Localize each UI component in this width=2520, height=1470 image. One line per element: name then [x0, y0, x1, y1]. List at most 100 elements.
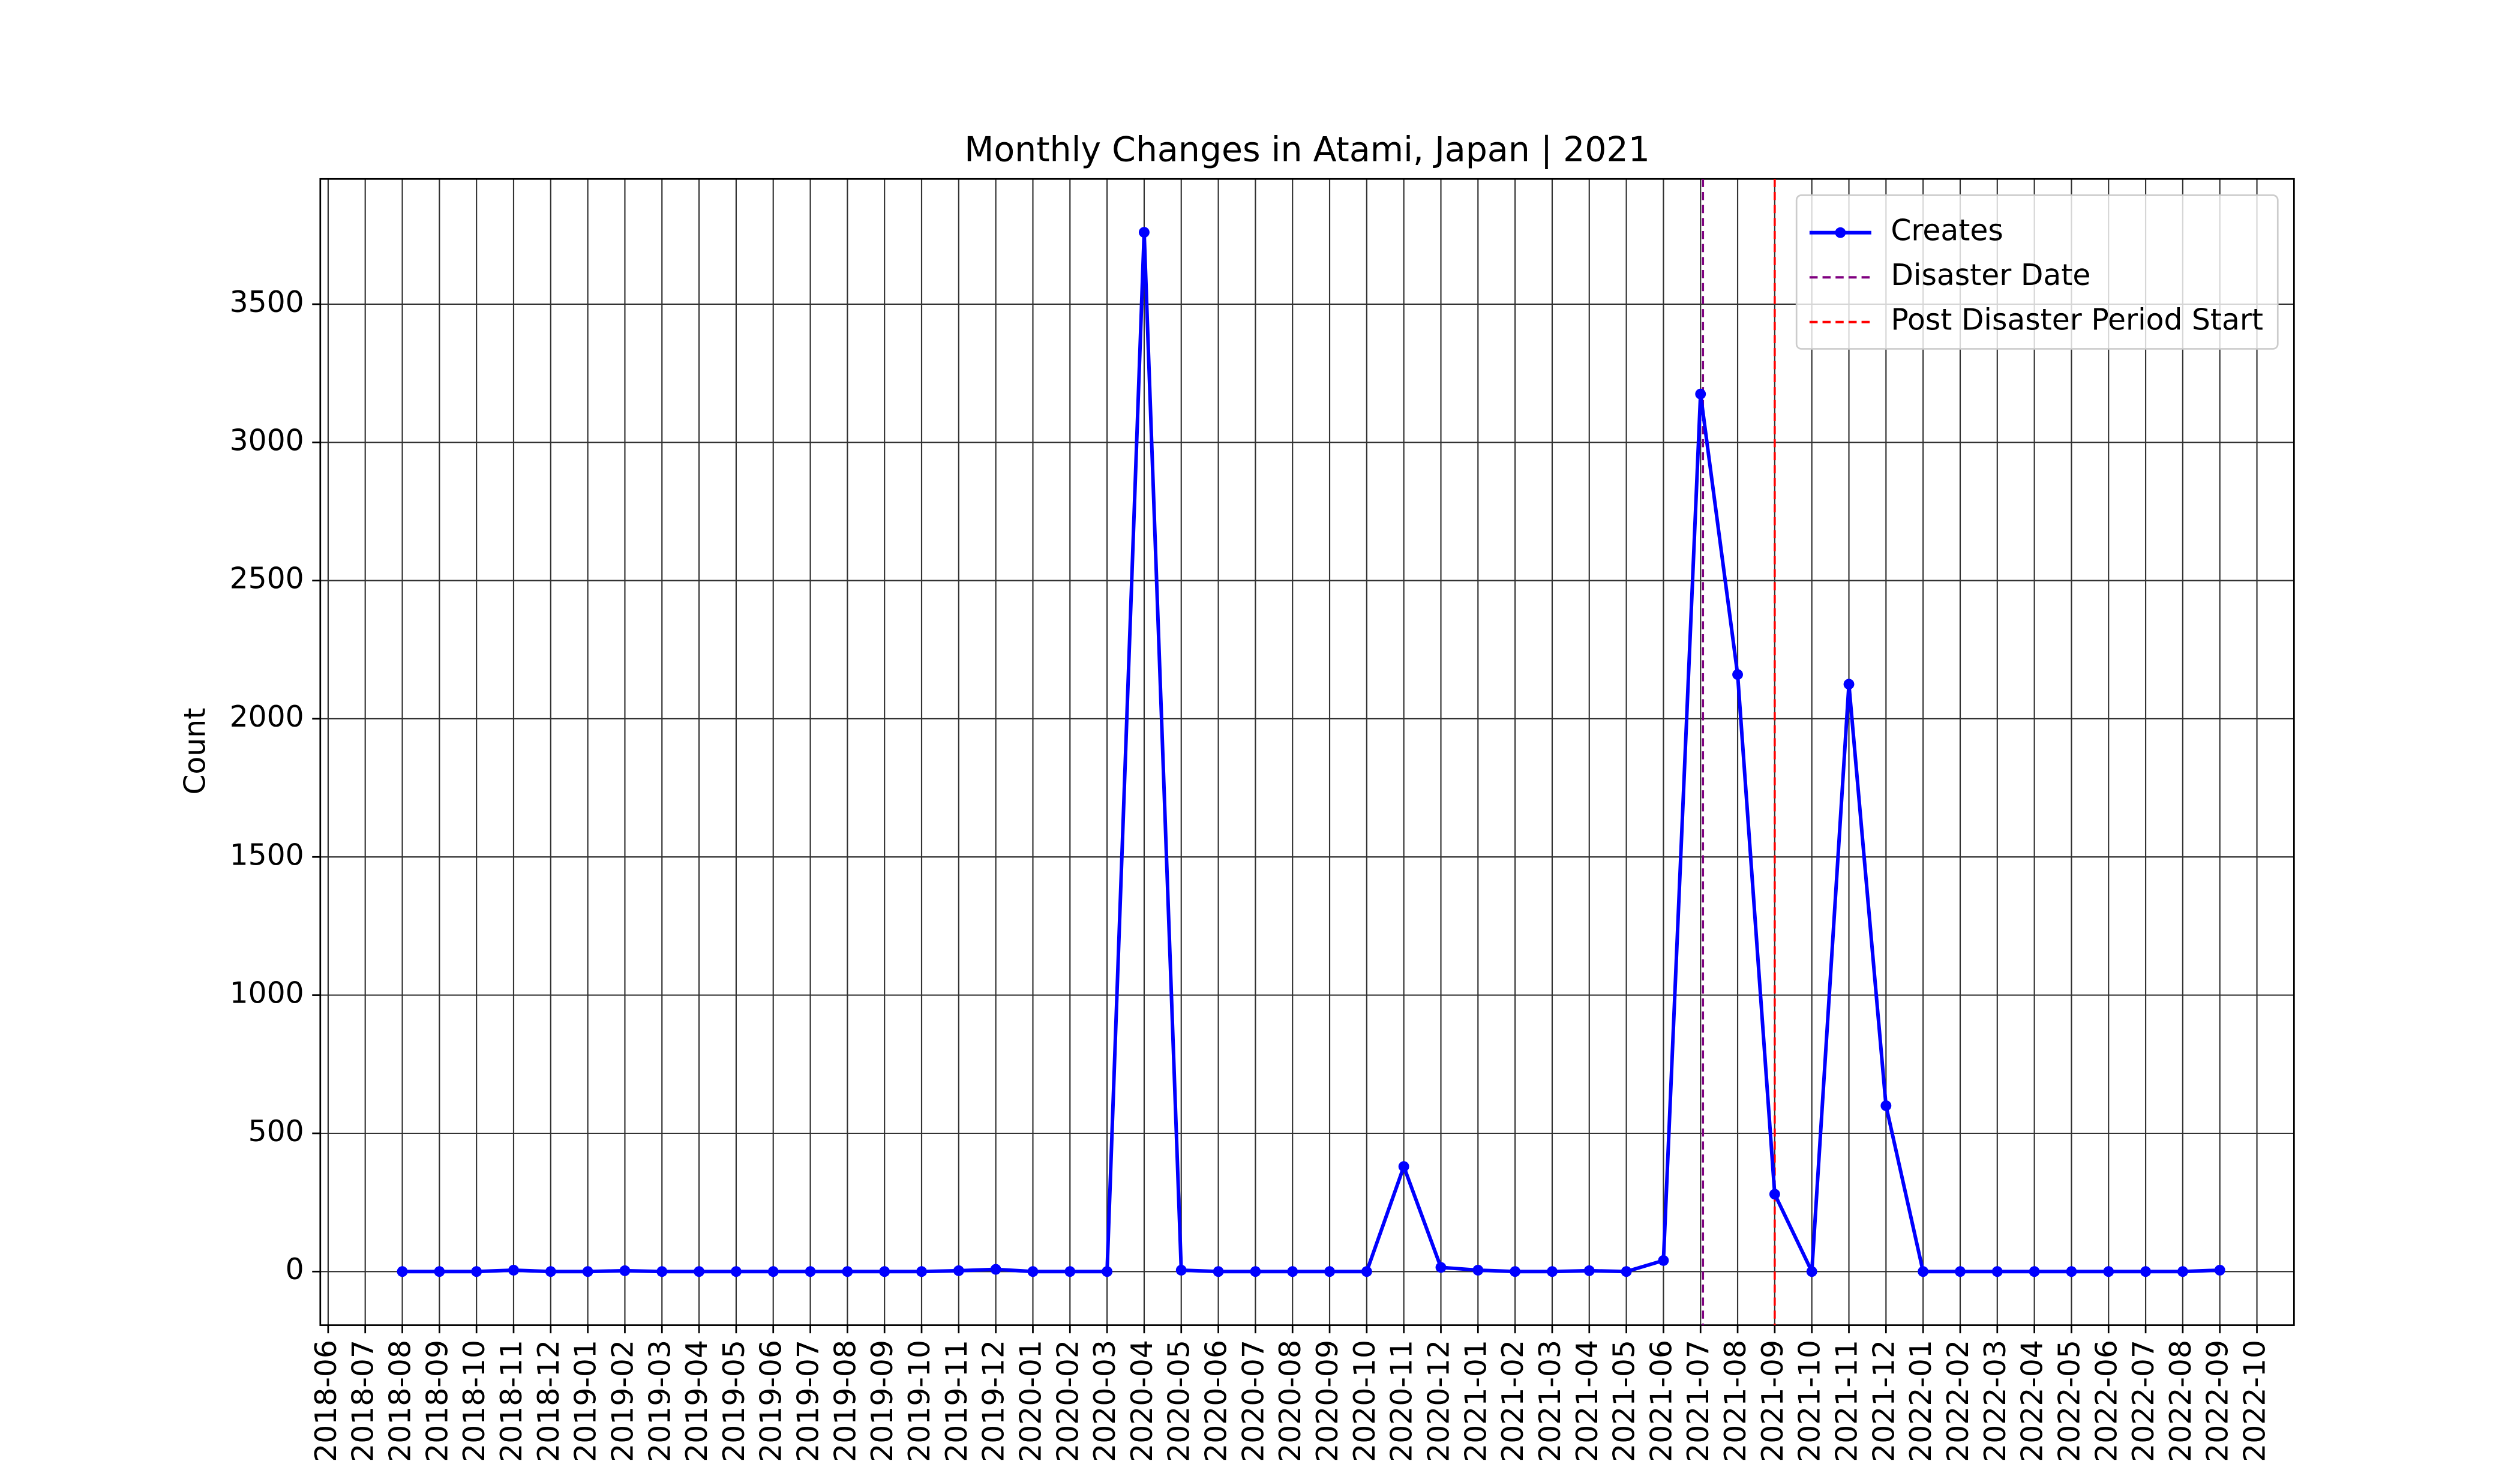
data-point: [767, 1266, 779, 1277]
x-tick-label: 2021-03: [1533, 1340, 1567, 1462]
x-tick-label: 2020-09: [1310, 1340, 1345, 1462]
x-tick-label: 2018-07: [346, 1340, 380, 1462]
x-tick-label: 2022-06: [2089, 1340, 2123, 1462]
data-point: [1287, 1266, 1298, 1277]
data-point: [805, 1266, 816, 1277]
x-tick-label: 2020-02: [1051, 1340, 1085, 1462]
data-point: [471, 1266, 482, 1277]
y-tick-label: 1000: [230, 976, 304, 1010]
y-tick-label: 0: [286, 1252, 304, 1286]
x-tick-label: 2022-08: [2164, 1340, 2198, 1462]
x-tick-label: 2022-01: [1904, 1340, 1938, 1462]
x-tick-label: 2019-09: [865, 1340, 899, 1462]
data-point: [1806, 1266, 1817, 1277]
data-point: [2103, 1266, 2114, 1277]
data-point: [916, 1266, 927, 1277]
data-point: [694, 1266, 705, 1277]
data-point: [1769, 1189, 1780, 1200]
data-point: [1250, 1266, 1261, 1277]
legend-label: Post Disaster Period Start: [1891, 303, 2263, 337]
plot-frame: [319, 178, 2295, 1326]
legend-label: Disaster Date: [1891, 258, 2090, 292]
data-point: [990, 1264, 1001, 1275]
x-tick-label: 2018-06: [309, 1340, 343, 1462]
x-tick-label: 2021-10: [1793, 1340, 1827, 1462]
x-tick-label: 2021-07: [1681, 1340, 1715, 1462]
data-point: [1991, 1266, 2003, 1277]
x-tick-label: 2022-04: [2015, 1340, 2050, 1462]
x-tick-label: 2019-05: [717, 1340, 751, 1462]
x-tick-label: 2018-11: [494, 1340, 529, 1462]
legend: Creates Disaster Date Post Disaster Period…: [1795, 194, 2279, 350]
data-point: [545, 1266, 556, 1277]
y-tick-label: 1500: [230, 838, 304, 872]
x-tick-label: 2022-10: [2238, 1340, 2272, 1462]
data-point: [1064, 1266, 1076, 1277]
data-point: [1138, 227, 1150, 238]
x-tick-label: 2022-09: [2201, 1340, 2235, 1462]
y-tick-label: 2500: [230, 562, 304, 596]
x-tick-label: 2020-08: [1273, 1340, 1307, 1462]
x-tick-label: 2019-12: [977, 1340, 1011, 1462]
data-point: [1621, 1266, 1632, 1277]
y-tick-label: 3500: [230, 285, 304, 319]
data-point: [2029, 1266, 2040, 1277]
data-point: [1658, 1255, 1669, 1266]
data-point: [730, 1266, 742, 1277]
x-tick-label: 2020-06: [1199, 1340, 1234, 1462]
data-point: [1361, 1266, 1372, 1277]
x-tick-label: 2019-10: [902, 1340, 937, 1462]
data-point: [619, 1265, 631, 1276]
data-point: [397, 1266, 408, 1277]
x-tick-label: 2021-08: [1718, 1340, 1753, 1462]
legend-box: [1795, 194, 2279, 350]
chart-title: Monthly Changes in Atami, Japan | 2021: [964, 130, 1650, 169]
data-point: [508, 1265, 519, 1276]
x-tick-label: 2021-12: [1867, 1340, 1901, 1462]
x-tick-label: 2021-01: [1459, 1340, 1493, 1462]
x-tick-label: 2021-02: [1496, 1340, 1530, 1462]
data-point: [879, 1266, 890, 1277]
x-tick-label: 2020-01: [1013, 1340, 1048, 1462]
x-tick-label: 2019-08: [828, 1340, 862, 1462]
x-tick-label: 2022-03: [1978, 1340, 2012, 1462]
x-tick-label: 2021-06: [1644, 1340, 1678, 1462]
x-tick-label: 2018-08: [383, 1340, 418, 1462]
x-tick-label: 2020-07: [1236, 1340, 1270, 1462]
x-tick-label: 2019-06: [754, 1340, 788, 1462]
data-point: [953, 1265, 964, 1276]
data-point: [1175, 1265, 1187, 1276]
x-tick-label: 2021-04: [1570, 1340, 1604, 1462]
data-point: [1213, 1266, 1224, 1277]
data-point: [1843, 679, 1855, 690]
data-point: [434, 1266, 445, 1277]
data-point: [1695, 388, 1706, 400]
data-point: [1472, 1265, 1484, 1276]
x-tick-label: 2020-10: [1348, 1340, 1382, 1462]
y-axis-label: Count: [178, 708, 212, 795]
x-tick-label: 2019-01: [569, 1340, 603, 1462]
x-tick-label: 2022-02: [1941, 1340, 1975, 1462]
data-point: [2214, 1265, 2225, 1276]
data-point: [1583, 1265, 1595, 1276]
data-point: [1435, 1262, 1447, 1273]
data-point: [1324, 1266, 1335, 1277]
x-tick-label: 2020-03: [1088, 1340, 1122, 1462]
y-tick-label: 3000: [230, 423, 304, 457]
x-tick-label: 2022-05: [2052, 1340, 2086, 1462]
y-tick-label: 2000: [230, 700, 304, 734]
x-tick-label: 2022-07: [2126, 1340, 2161, 1462]
x-tick-label: 2020-05: [1162, 1340, 1196, 1462]
x-tick-label: 2018-12: [532, 1340, 566, 1462]
data-point: [1398, 1161, 1409, 1172]
x-tick-label: 2018-10: [457, 1340, 491, 1462]
x-tick-label: 2019-07: [791, 1340, 826, 1462]
data-point: [1102, 1266, 1113, 1277]
x-tick-label: 2018-09: [420, 1340, 454, 1462]
data-point: [1880, 1100, 1892, 1111]
data-point: [582, 1266, 593, 1277]
x-tick-label: 2019-11: [940, 1340, 974, 1462]
data-point: [656, 1266, 668, 1277]
legend-label: Creates: [1891, 214, 2003, 248]
